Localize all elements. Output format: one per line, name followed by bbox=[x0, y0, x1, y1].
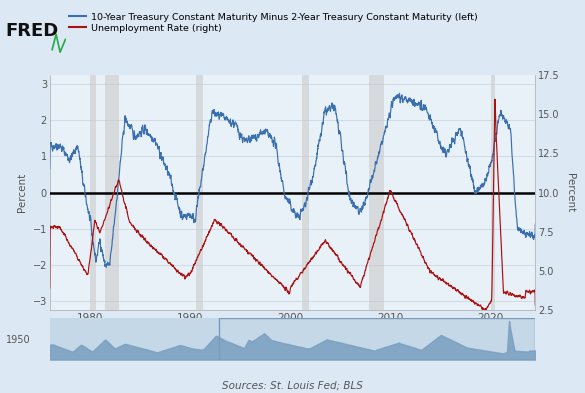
Bar bbox=[219, 318, 535, 360]
Bar bbox=[105, 75, 119, 310]
Bar bbox=[196, 75, 203, 310]
Bar bbox=[491, 75, 495, 310]
Text: FRED: FRED bbox=[6, 22, 59, 40]
Legend: 10-Year Treasury Constant Maturity Minus 2-Year Treasury Constant Maturity (left: 10-Year Treasury Constant Maturity Minus… bbox=[69, 13, 477, 33]
Text: Sources: St. Louis Fed; BLS: Sources: St. Louis Fed; BLS bbox=[222, 381, 363, 391]
Text: 1950: 1950 bbox=[6, 335, 30, 345]
Y-axis label: Percent: Percent bbox=[17, 173, 27, 212]
Bar bbox=[302, 75, 309, 310]
Bar bbox=[90, 75, 96, 310]
Y-axis label: Percent: Percent bbox=[565, 173, 575, 212]
Bar bbox=[369, 75, 384, 310]
